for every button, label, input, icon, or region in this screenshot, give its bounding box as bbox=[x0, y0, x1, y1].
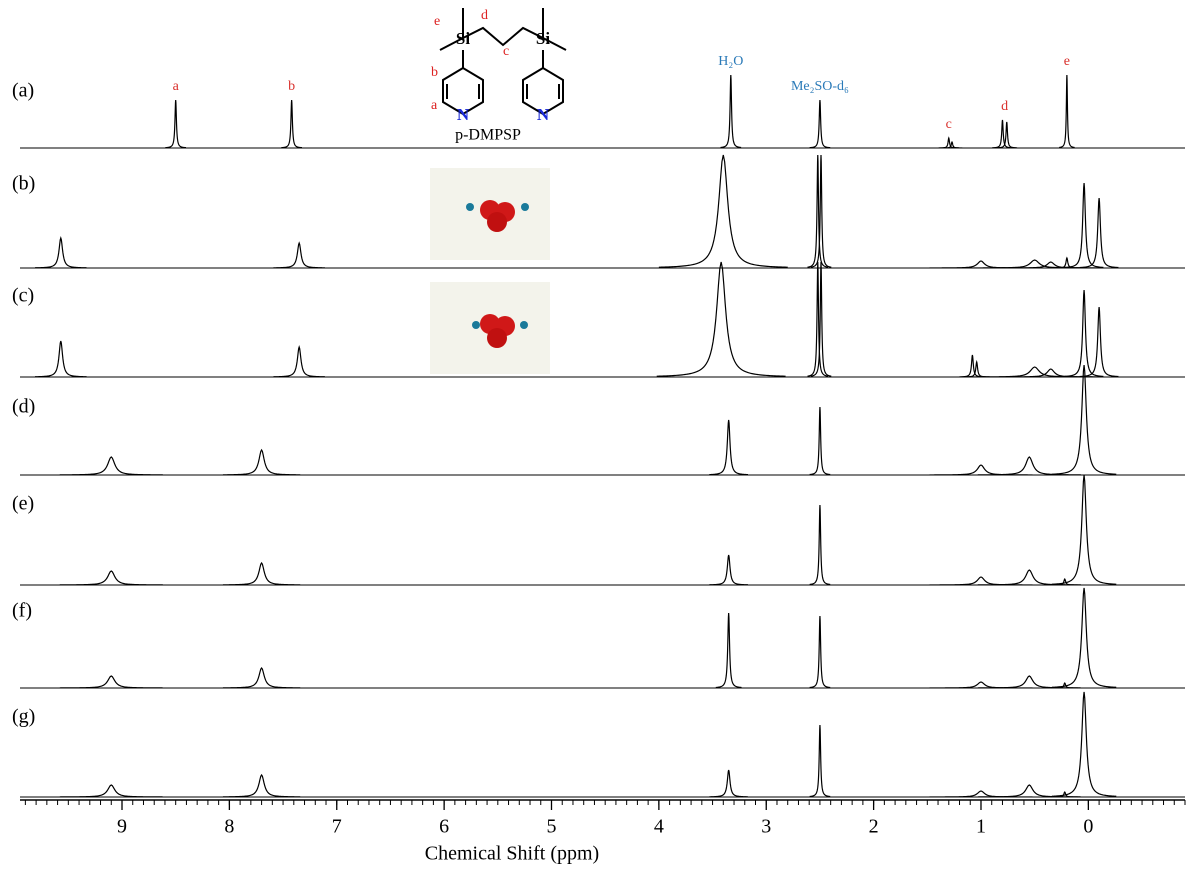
peak-annotation: a bbox=[173, 79, 180, 94]
x-axis-title: Chemical Shift (ppm) bbox=[425, 843, 599, 865]
site-label: a bbox=[431, 98, 438, 113]
peak bbox=[281, 100, 302, 148]
trace-label: (d) bbox=[12, 396, 35, 418]
peak bbox=[709, 770, 748, 797]
x-tick-label: 1 bbox=[976, 816, 986, 838]
peak-annotation: H₂O bbox=[718, 54, 743, 69]
peak bbox=[964, 362, 990, 377]
peak bbox=[1052, 692, 1116, 796]
peak bbox=[223, 450, 300, 475]
trace-label: (f) bbox=[12, 600, 32, 622]
trace-label: (g) bbox=[12, 706, 35, 728]
peak bbox=[810, 100, 831, 148]
x-tick-label: 5 bbox=[546, 816, 556, 838]
trace-label: (a) bbox=[12, 80, 34, 102]
peak bbox=[810, 725, 831, 797]
peak bbox=[60, 457, 163, 475]
chart: Si Si N N e d c b a p-DMPSP Chemical Shi… bbox=[0, 0, 1187, 872]
x-tick-label: 7 bbox=[332, 816, 342, 838]
peak-annotation: Me₂SO-d₆ bbox=[791, 79, 849, 94]
atom-label: N bbox=[457, 105, 470, 124]
peak bbox=[1052, 588, 1116, 687]
x-tick-label: 9 bbox=[117, 816, 127, 838]
peak bbox=[938, 138, 959, 148]
peak bbox=[716, 613, 742, 687]
peak bbox=[60, 571, 163, 585]
site-label: c bbox=[503, 44, 509, 59]
peak bbox=[807, 262, 828, 376]
peak bbox=[659, 155, 788, 267]
x-tick-label: 3 bbox=[761, 816, 771, 838]
site-label: e bbox=[434, 14, 440, 29]
peak bbox=[165, 100, 186, 148]
peak bbox=[35, 341, 87, 377]
peak bbox=[1059, 75, 1074, 148]
peak bbox=[60, 676, 163, 688]
peak bbox=[996, 122, 1017, 148]
peak bbox=[811, 155, 832, 267]
peak bbox=[709, 555, 748, 585]
site-label: d bbox=[481, 8, 488, 23]
atom-label: Si bbox=[456, 29, 470, 48]
peak-annotation: c bbox=[946, 117, 952, 132]
trace-label: (b) bbox=[12, 173, 35, 195]
peak bbox=[1052, 475, 1116, 584]
peak bbox=[810, 407, 831, 475]
atom-label: N bbox=[537, 105, 550, 124]
peak bbox=[223, 775, 300, 797]
site-label: b bbox=[431, 65, 438, 80]
peak bbox=[810, 616, 831, 688]
trace-label: (c) bbox=[12, 285, 34, 307]
peak-annotation: b bbox=[288, 79, 295, 94]
crystal-structure bbox=[430, 168, 550, 374]
peak bbox=[223, 668, 300, 688]
peak-annotation: d bbox=[1001, 99, 1008, 114]
peak bbox=[273, 243, 325, 268]
peak bbox=[223, 563, 300, 585]
peak bbox=[810, 505, 831, 584]
trace-label: (e) bbox=[12, 493, 34, 515]
peak bbox=[960, 355, 986, 377]
peak bbox=[811, 262, 832, 376]
molecule-name: p-DMPSP bbox=[455, 127, 521, 144]
peak-annotation: e bbox=[1064, 54, 1070, 69]
x-tick-label: 6 bbox=[439, 816, 449, 838]
peak bbox=[35, 238, 87, 268]
molecule bbox=[440, 8, 566, 114]
peak bbox=[1052, 365, 1116, 474]
peak bbox=[807, 155, 828, 267]
x-tick-label: 4 bbox=[654, 816, 664, 838]
x-tick-label: 8 bbox=[224, 816, 234, 838]
peak bbox=[721, 75, 742, 148]
peak bbox=[273, 347, 325, 377]
peak bbox=[709, 420, 748, 475]
atom-label: Si bbox=[536, 29, 550, 48]
peak bbox=[992, 120, 1013, 148]
peak bbox=[60, 785, 163, 797]
peak bbox=[657, 262, 786, 376]
x-tick-label: 0 bbox=[1083, 816, 1093, 838]
x-tick-label: 2 bbox=[869, 816, 879, 838]
